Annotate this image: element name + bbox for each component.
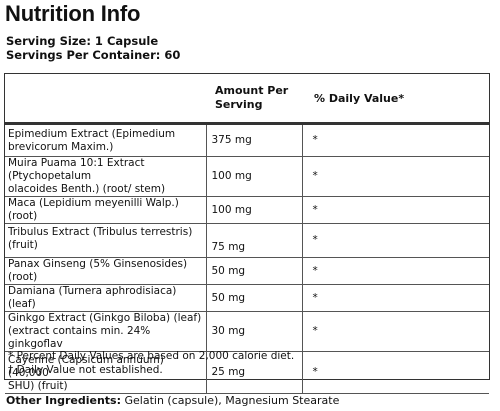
ingredient-name-line2: olacoides Benth.) (root/ stem)	[8, 183, 166, 195]
table-row: Epimedium Extract (Epimedium brevicorum …	[5, 123, 489, 157]
ingredient-name-line1: Muira Puama 10:1 Extract (Ptychopetalum	[8, 157, 145, 182]
table-row: Tribulus Extract (Tribulus terrestris) (…	[5, 223, 489, 258]
footnote-daily-values: * Percent Daily Values are based on 2,00…	[8, 350, 295, 362]
table-row: Panax Ginseng (5% Ginsenosides) (root) 5…	[5, 257, 489, 285]
amount-header-line1: Amount Per	[215, 84, 289, 97]
other-ingredients: Other Ingredients: Gelatin (capsule), Ma…	[6, 394, 339, 408]
table-row: Muira Puama 10:1 Extract (Ptychopetalum …	[5, 156, 489, 197]
serving-size: Serving Size: 1 Capsule	[6, 34, 159, 48]
other-ingredients-label: Other Ingredients:	[6, 394, 121, 407]
ingredient-name-line1: Cayenne (Capsicum annuum) (40,000	[8, 354, 164, 379]
nutrition-facts-panel: Amount Per Serving % Daily Value* Epimed…	[4, 73, 490, 394]
ingredient-daily-value: *	[301, 223, 489, 258]
daily-value-column-header: % Daily Value*	[302, 74, 489, 125]
serving-info: Serving Size: 1 Capsule Servings Per Con…	[6, 34, 180, 62]
ingredient-name-line1: Ginkgo Extract (Ginkgo Biloba) (leaf)	[8, 312, 202, 324]
other-ingredients-value: Gelatin (capsule), Magnesium Stearate	[120, 394, 340, 407]
nutrition-table: Amount Per Serving % Daily Value* Epimed…	[5, 74, 489, 394]
table-row: Maca (Lepidium meyenilli Walp.) (root) 1…	[5, 196, 489, 224]
ingredient-name: Muira Puama 10:1 Extract (Ptychopetalum …	[5, 156, 206, 197]
amount-header-line2: Serving	[215, 98, 263, 111]
table-footnotes: * Percent Daily Values are based on 2,00…	[8, 349, 294, 377]
ingredient-name: Cayenne (Capsicum annuum) (40,000 SHU) (…	[5, 351, 206, 394]
ingredient-daily-value: *	[301, 257, 489, 285]
ingredient-amount: 75 mg	[205, 223, 302, 258]
ingredient-amount: 25 mg	[205, 351, 302, 394]
ingredient-daily-value: *	[301, 123, 489, 157]
ingredient-name-line1: Epimedium Extract (Epimedium	[8, 127, 176, 140]
ingredient-daily-value: *	[301, 196, 489, 224]
ingredient-name: Epimedium Extract (Epimedium brevicorum …	[5, 123, 206, 157]
ingredient-name: Panax Ginseng (5% Ginsenosides) (root)	[5, 257, 206, 285]
ingredient-daily-value: *	[301, 156, 489, 197]
ingredient-name-line2: (extract contains min. 24% ginkgoflav	[8, 325, 151, 350]
ingredient-name: Ginkgo Extract (Ginkgo Biloba) (leaf) (e…	[5, 311, 206, 352]
ingredient-name-line2: SHU) (fruit)	[8, 380, 68, 392]
ingredient-amount: 375 mg	[205, 123, 302, 157]
table-header-row: Amount Per Serving % Daily Value*	[5, 74, 489, 125]
ingredient-daily-value: *	[301, 284, 489, 312]
servings-per-container: Servings Per Container: 60	[6, 48, 181, 62]
ingredient-column-header	[5, 74, 206, 125]
ingredient-amount: 30 mg	[205, 311, 302, 352]
ingredient-name: Damiana (Turnera aphrodisiaca) (leaf)	[5, 284, 206, 312]
ingredient-daily-value: *	[301, 311, 489, 352]
table-row: Ginkgo Extract (Ginkgo Biloba) (leaf) (e…	[5, 311, 489, 352]
ingredient-name: Tribulus Extract (Tribulus terrestris) (…	[5, 223, 206, 258]
ingredient-amount: 50 mg	[205, 257, 302, 285]
ingredient-daily-value: *	[301, 351, 489, 394]
amount-column-header: Amount Per Serving	[206, 74, 302, 125]
table-row: Damiana (Turnera aphrodisiaca) (leaf) 50…	[5, 284, 489, 312]
ingredient-name-line2: brevicorum Maxim.)	[8, 140, 114, 153]
ingredient-amount: 100 mg	[205, 196, 302, 224]
table-row: Cayenne (Capsicum annuum) (40,000 SHU) (…	[5, 351, 489, 394]
page-title: Nutrition Info	[5, 1, 141, 26]
ingredient-amount: 50 mg	[205, 284, 302, 312]
ingredient-amount: 100 mg	[205, 156, 302, 197]
ingredient-name: Maca (Lepidium meyenilli Walp.) (root)	[5, 196, 206, 224]
footnote-not-established: † Daily Value not established.	[8, 364, 163, 376]
